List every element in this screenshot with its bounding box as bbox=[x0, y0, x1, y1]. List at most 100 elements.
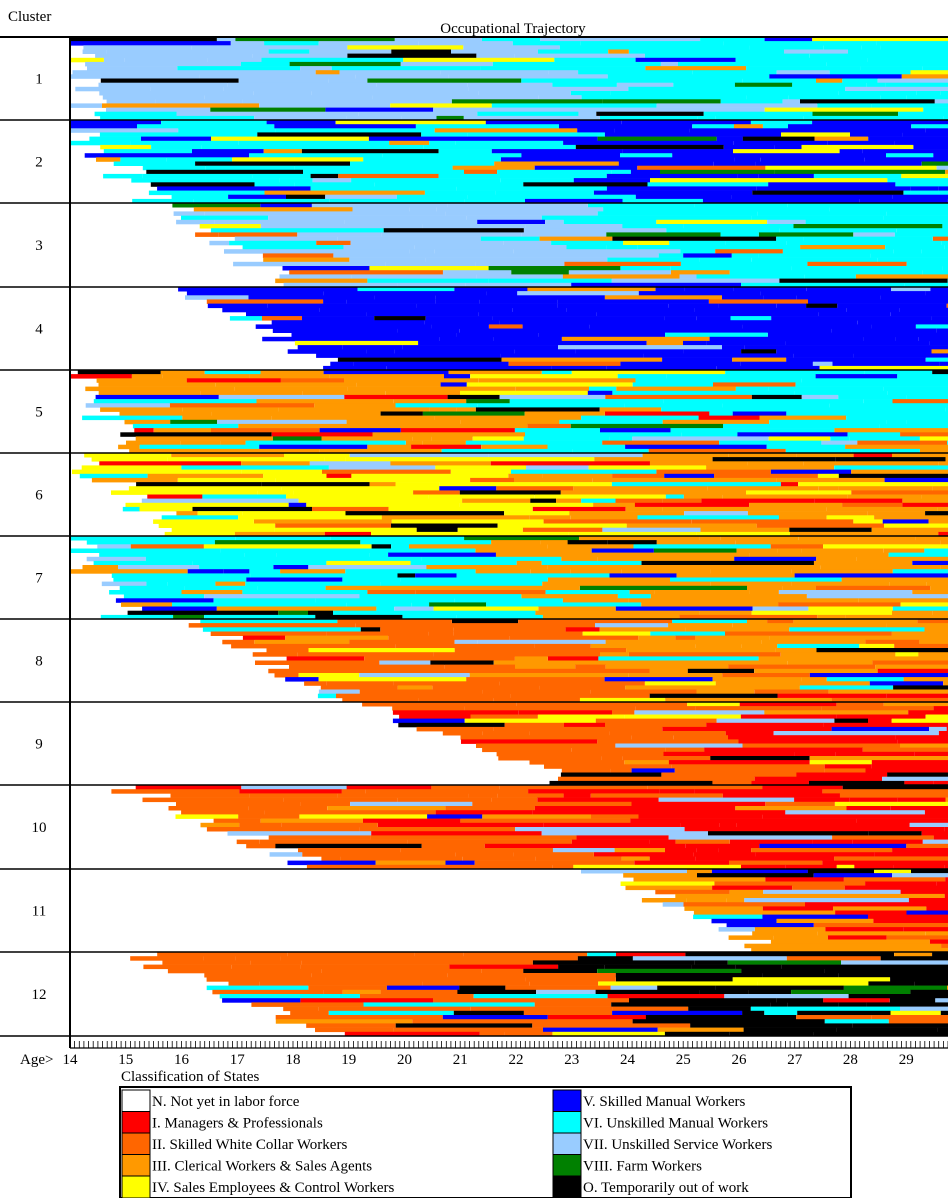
sequence-segment bbox=[302, 852, 456, 857]
sequence-segment bbox=[427, 814, 483, 819]
sequence-segment bbox=[465, 282, 572, 288]
sequence-segment bbox=[392, 706, 465, 711]
sequence-segment bbox=[834, 801, 948, 807]
sequence-segment bbox=[337, 357, 502, 363]
sequence-segment bbox=[838, 1002, 867, 1007]
sequence-segment bbox=[674, 768, 825, 773]
sequence-segment bbox=[808, 299, 948, 304]
sequence-segment bbox=[234, 236, 338, 242]
sequence-segment bbox=[764, 107, 924, 113]
cluster-label: 12 bbox=[32, 987, 47, 1003]
sequence-segment bbox=[416, 303, 558, 309]
sequence-segment bbox=[797, 270, 923, 275]
sequence-segment bbox=[838, 394, 907, 400]
sequence-segment bbox=[422, 411, 525, 416]
sequence-segment bbox=[518, 136, 598, 142]
sequence-segment bbox=[310, 173, 339, 179]
sequence-segment bbox=[612, 1006, 689, 1012]
sequence-segment bbox=[593, 190, 753, 196]
sequence-segment bbox=[821, 706, 934, 711]
sequence-segment bbox=[892, 848, 948, 853]
sequence-segment bbox=[477, 403, 625, 408]
sequence-segment bbox=[333, 610, 415, 616]
sequence-segment bbox=[692, 70, 777, 75]
sequence-segment bbox=[96, 157, 121, 162]
sequence-segment bbox=[433, 652, 601, 657]
sequence-segment bbox=[527, 287, 656, 292]
sequence-segment bbox=[259, 444, 368, 450]
sequence-segment bbox=[932, 814, 948, 819]
sequence-segment bbox=[388, 635, 510, 641]
sequence-segment bbox=[504, 1031, 553, 1037]
sequence-segment bbox=[497, 793, 564, 798]
sequence-segment bbox=[762, 906, 833, 911]
sequence-segment bbox=[486, 602, 642, 607]
sequence-segment bbox=[596, 311, 674, 317]
sequence-segment bbox=[425, 257, 519, 263]
sequence-segment bbox=[459, 490, 561, 495]
sequence-segment bbox=[435, 299, 480, 304]
sequence-segment bbox=[788, 124, 912, 129]
sequence-segment bbox=[186, 378, 281, 383]
sequence-segment bbox=[453, 631, 583, 636]
sequence-segment bbox=[872, 660, 948, 665]
sequence-segment bbox=[605, 411, 710, 416]
sequence-segment bbox=[442, 37, 482, 42]
sequence-segment bbox=[776, 349, 932, 354]
sequence-segment bbox=[326, 810, 361, 815]
sequence-segment bbox=[908, 898, 948, 903]
sequence-segment bbox=[248, 295, 375, 300]
sequence-segment bbox=[98, 82, 228, 88]
sequence-segment bbox=[740, 361, 813, 367]
sequence-segment bbox=[628, 673, 723, 678]
sequence-segment bbox=[266, 648, 309, 653]
sequence-segment bbox=[308, 648, 455, 653]
sequence-segment bbox=[325, 107, 434, 113]
sequence-segment bbox=[460, 735, 632, 740]
sequence-segment bbox=[906, 910, 948, 915]
sequence-segment bbox=[847, 635, 948, 641]
sequence-segment bbox=[528, 789, 660, 794]
sequence-segment bbox=[394, 37, 442, 42]
sequence-segment bbox=[789, 527, 872, 533]
sequence-segment bbox=[294, 165, 453, 171]
sequence-segment bbox=[824, 768, 866, 773]
sequence-segment bbox=[170, 793, 250, 798]
sequence-segment bbox=[171, 453, 285, 458]
sequence-segment bbox=[91, 477, 178, 483]
sequence-segment bbox=[598, 981, 758, 986]
sequence-segment bbox=[562, 274, 680, 279]
sequence-segment bbox=[529, 731, 610, 736]
sequence-segment bbox=[846, 806, 891, 811]
sequence-segment bbox=[806, 594, 948, 599]
sequence-segment bbox=[837, 407, 946, 412]
sequence-segment bbox=[181, 590, 243, 595]
sequence-segment bbox=[925, 511, 948, 516]
sequence-segment bbox=[581, 415, 699, 421]
sequence-segment bbox=[508, 361, 621, 367]
sequence-segment bbox=[70, 103, 102, 108]
sequence-segment bbox=[726, 898, 745, 903]
sequence-segment bbox=[942, 266, 948, 271]
sequence-segment bbox=[229, 240, 317, 246]
sequence-segment bbox=[603, 760, 625, 765]
sequence-segment bbox=[806, 303, 838, 309]
sequence-segment bbox=[851, 448, 920, 454]
sequence-segment bbox=[911, 869, 948, 874]
sequence-segment bbox=[368, 136, 519, 142]
sequence-segment bbox=[930, 914, 948, 920]
sequence-segment bbox=[411, 602, 430, 607]
sequence-segment bbox=[325, 194, 397, 200]
sequence-segment bbox=[272, 328, 398, 333]
sequence-segment bbox=[217, 419, 347, 425]
sequence-segment bbox=[932, 486, 948, 491]
sequence-segment bbox=[629, 552, 750, 558]
sequence-segment bbox=[621, 120, 751, 125]
sequence-segment bbox=[444, 664, 516, 670]
sequence-segment bbox=[696, 689, 755, 694]
sequence-segment bbox=[164, 531, 235, 537]
sequence-segment bbox=[199, 224, 261, 229]
sequence-segment bbox=[504, 511, 570, 516]
sequence-segment bbox=[412, 436, 432, 441]
sequence-segment bbox=[817, 103, 872, 108]
